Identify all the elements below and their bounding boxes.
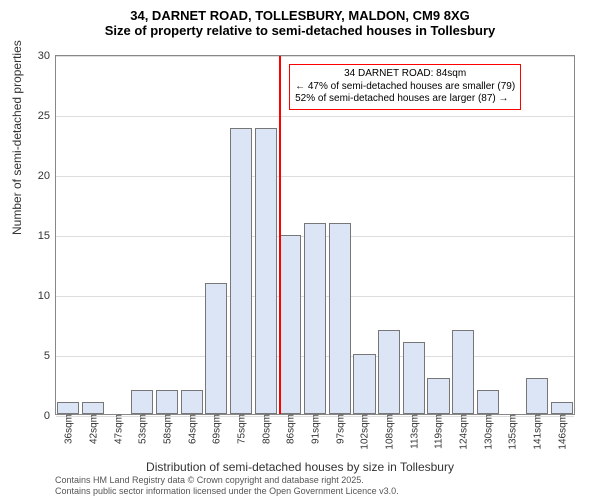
chart-title-address: 34, DARNET ROAD, TOLLESBURY, MALDON, CM9… bbox=[0, 0, 600, 23]
bar-slot: 53sqm bbox=[130, 56, 155, 414]
y-tick-label: 10 bbox=[38, 290, 50, 302]
bar bbox=[551, 402, 573, 414]
x-tick-label: 146sqm bbox=[555, 414, 568, 450]
x-tick-label: 97sqm bbox=[333, 414, 346, 444]
bar-slot: 91sqm bbox=[303, 56, 328, 414]
y-tick-label: 20 bbox=[38, 170, 50, 182]
bar-slot: 146sqm bbox=[549, 56, 574, 414]
bar-slot: 124sqm bbox=[451, 56, 476, 414]
callout-line-3: 52% of semi-detached houses are larger (… bbox=[295, 93, 515, 106]
bar bbox=[181, 390, 203, 414]
bars-container: 36sqm42sqm47sqm53sqm58sqm64sqm69sqm75sqm… bbox=[56, 56, 574, 414]
bar-slot: 97sqm bbox=[327, 56, 352, 414]
bar bbox=[131, 390, 153, 414]
bar bbox=[403, 342, 425, 414]
y-tick-label: 5 bbox=[44, 350, 50, 362]
bar-slot: 75sqm bbox=[229, 56, 254, 414]
reference-line bbox=[279, 56, 281, 414]
x-tick-label: 53sqm bbox=[136, 414, 149, 444]
x-tick-label: 108sqm bbox=[383, 414, 396, 450]
x-tick-label: 102sqm bbox=[358, 414, 371, 450]
bar-slot: 130sqm bbox=[475, 56, 500, 414]
bar-slot: 58sqm bbox=[155, 56, 180, 414]
bar-slot: 141sqm bbox=[525, 56, 550, 414]
footnote-line-1: Contains HM Land Registry data © Crown c… bbox=[55, 475, 399, 486]
y-axis-label: Number of semi-detached properties bbox=[10, 40, 24, 235]
x-axis-label: Distribution of semi-detached houses by … bbox=[0, 460, 600, 474]
bar bbox=[156, 390, 178, 414]
bar bbox=[526, 378, 548, 414]
bar bbox=[353, 354, 375, 414]
bar-slot: 135sqm bbox=[500, 56, 525, 414]
y-tick-label: 0 bbox=[44, 410, 50, 422]
bar bbox=[477, 390, 499, 414]
bar-slot: 36sqm bbox=[56, 56, 81, 414]
bar bbox=[82, 402, 104, 414]
bar-slot: 47sqm bbox=[105, 56, 130, 414]
property-size-chart: { "chart": { "type": "histogram", "title… bbox=[0, 0, 600, 500]
chart-title-subtitle: Size of property relative to semi-detach… bbox=[0, 23, 600, 38]
bar-slot: 80sqm bbox=[253, 56, 278, 414]
x-tick-label: 124sqm bbox=[457, 414, 470, 450]
x-tick-label: 36sqm bbox=[62, 414, 75, 444]
x-tick-label: 113sqm bbox=[407, 414, 420, 449]
bar-slot: 108sqm bbox=[377, 56, 402, 414]
x-tick-label: 75sqm bbox=[235, 414, 248, 444]
x-tick-label: 119sqm bbox=[432, 414, 445, 449]
bar-slot: 119sqm bbox=[426, 56, 451, 414]
bar bbox=[329, 223, 351, 414]
x-tick-label: 91sqm bbox=[309, 414, 322, 444]
bar bbox=[57, 402, 79, 414]
bar bbox=[427, 378, 449, 414]
x-tick-label: 141sqm bbox=[531, 414, 544, 450]
bar-slot: 102sqm bbox=[352, 56, 377, 414]
x-tick-label: 64sqm bbox=[185, 414, 198, 444]
bar bbox=[255, 128, 277, 414]
bar bbox=[378, 330, 400, 414]
x-tick-label: 135sqm bbox=[506, 414, 519, 450]
bar bbox=[304, 223, 326, 414]
x-tick-label: 86sqm bbox=[284, 414, 297, 444]
footnote-line-2: Contains public sector information licen… bbox=[55, 486, 399, 497]
bar-slot: 42sqm bbox=[81, 56, 106, 414]
y-tick-label: 30 bbox=[38, 50, 50, 62]
x-tick-label: 42sqm bbox=[87, 414, 100, 444]
x-tick-label: 47sqm bbox=[111, 414, 124, 444]
callout-line-2: ← 47% of semi-detached houses are smalle… bbox=[295, 81, 515, 94]
bar-slot: 86sqm bbox=[278, 56, 303, 414]
bar-slot: 69sqm bbox=[204, 56, 229, 414]
y-tick-label: 25 bbox=[38, 110, 50, 122]
x-tick-label: 130sqm bbox=[481, 414, 494, 450]
bar bbox=[230, 128, 252, 414]
bar bbox=[205, 283, 227, 414]
bar-slot: 113sqm bbox=[401, 56, 426, 414]
plot-area: 36sqm42sqm47sqm53sqm58sqm64sqm69sqm75sqm… bbox=[55, 55, 575, 415]
x-tick-label: 58sqm bbox=[161, 414, 174, 444]
callout-line-1: 34 DARNET ROAD: 84sqm bbox=[295, 68, 515, 81]
bar bbox=[279, 235, 301, 414]
footnote: Contains HM Land Registry data © Crown c… bbox=[55, 475, 399, 497]
bar-slot: 64sqm bbox=[179, 56, 204, 414]
callout-box: 34 DARNET ROAD: 84sqm ← 47% of semi-deta… bbox=[289, 64, 521, 110]
x-tick-label: 80sqm bbox=[259, 414, 272, 444]
x-tick-label: 69sqm bbox=[210, 414, 223, 444]
y-tick-label: 15 bbox=[38, 230, 50, 242]
bar bbox=[452, 330, 474, 414]
